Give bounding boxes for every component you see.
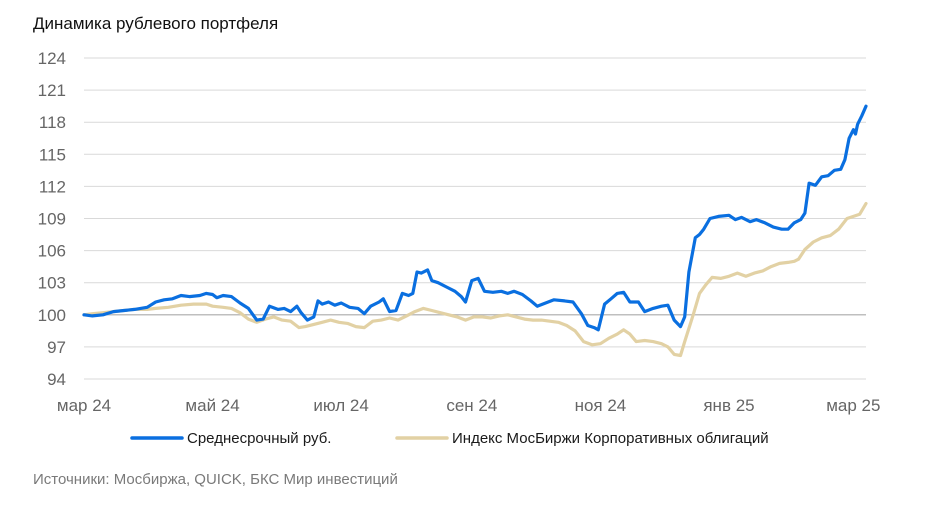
x-tick-label: сен 24 — [446, 396, 497, 415]
legend: Среднесрочный руб. Индекс МосБиржи Корпор… — [130, 430, 769, 447]
legend-label-0: Среднесрочный руб. — [187, 430, 331, 447]
x-tick-label: май 24 — [185, 396, 239, 415]
series-line-1 — [82, 201, 868, 358]
series-lines — [82, 104, 868, 358]
grid-lines — [84, 57, 866, 380]
y-tick-label: 124 — [38, 49, 66, 68]
x-tick-label: ноя 24 — [575, 396, 627, 415]
y-tick-label: 115 — [39, 145, 66, 164]
chart-title: Динамика рублевого портфеля — [33, 14, 279, 33]
y-tick-label: 118 — [39, 113, 66, 132]
y-tick-label: 106 — [38, 242, 66, 261]
y-axis-ticks: 94 97 100 103 106 109 112 115 118 121 124 — [38, 49, 66, 389]
y-tick-label: 112 — [39, 177, 66, 196]
source-note: Источники: Мосбиржа, QUICK, БКС Мир инве… — [33, 471, 398, 488]
y-tick-label: 100 — [38, 306, 66, 325]
y-tick-label: 94 — [47, 370, 66, 389]
y-tick-label: 109 — [38, 210, 66, 229]
y-tick-label: 103 — [38, 274, 66, 293]
x-tick-label: мар 25 — [826, 396, 880, 415]
series-line-0 — [82, 104, 868, 332]
legend-label-1: Индекс МосБиржи Корпоративных облигаций — [452, 430, 769, 447]
x-tick-label: янв 25 — [703, 396, 754, 415]
y-tick-label: 121 — [38, 81, 66, 100]
x-tick-label: июл 24 — [313, 396, 368, 415]
x-axis-ticks: мар 24 май 24 июл 24 сен 24 ноя 24 янв 25 мар … — [57, 396, 881, 415]
y-tick-label: 97 — [47, 338, 66, 357]
x-tick-label: мар 24 — [57, 396, 111, 415]
